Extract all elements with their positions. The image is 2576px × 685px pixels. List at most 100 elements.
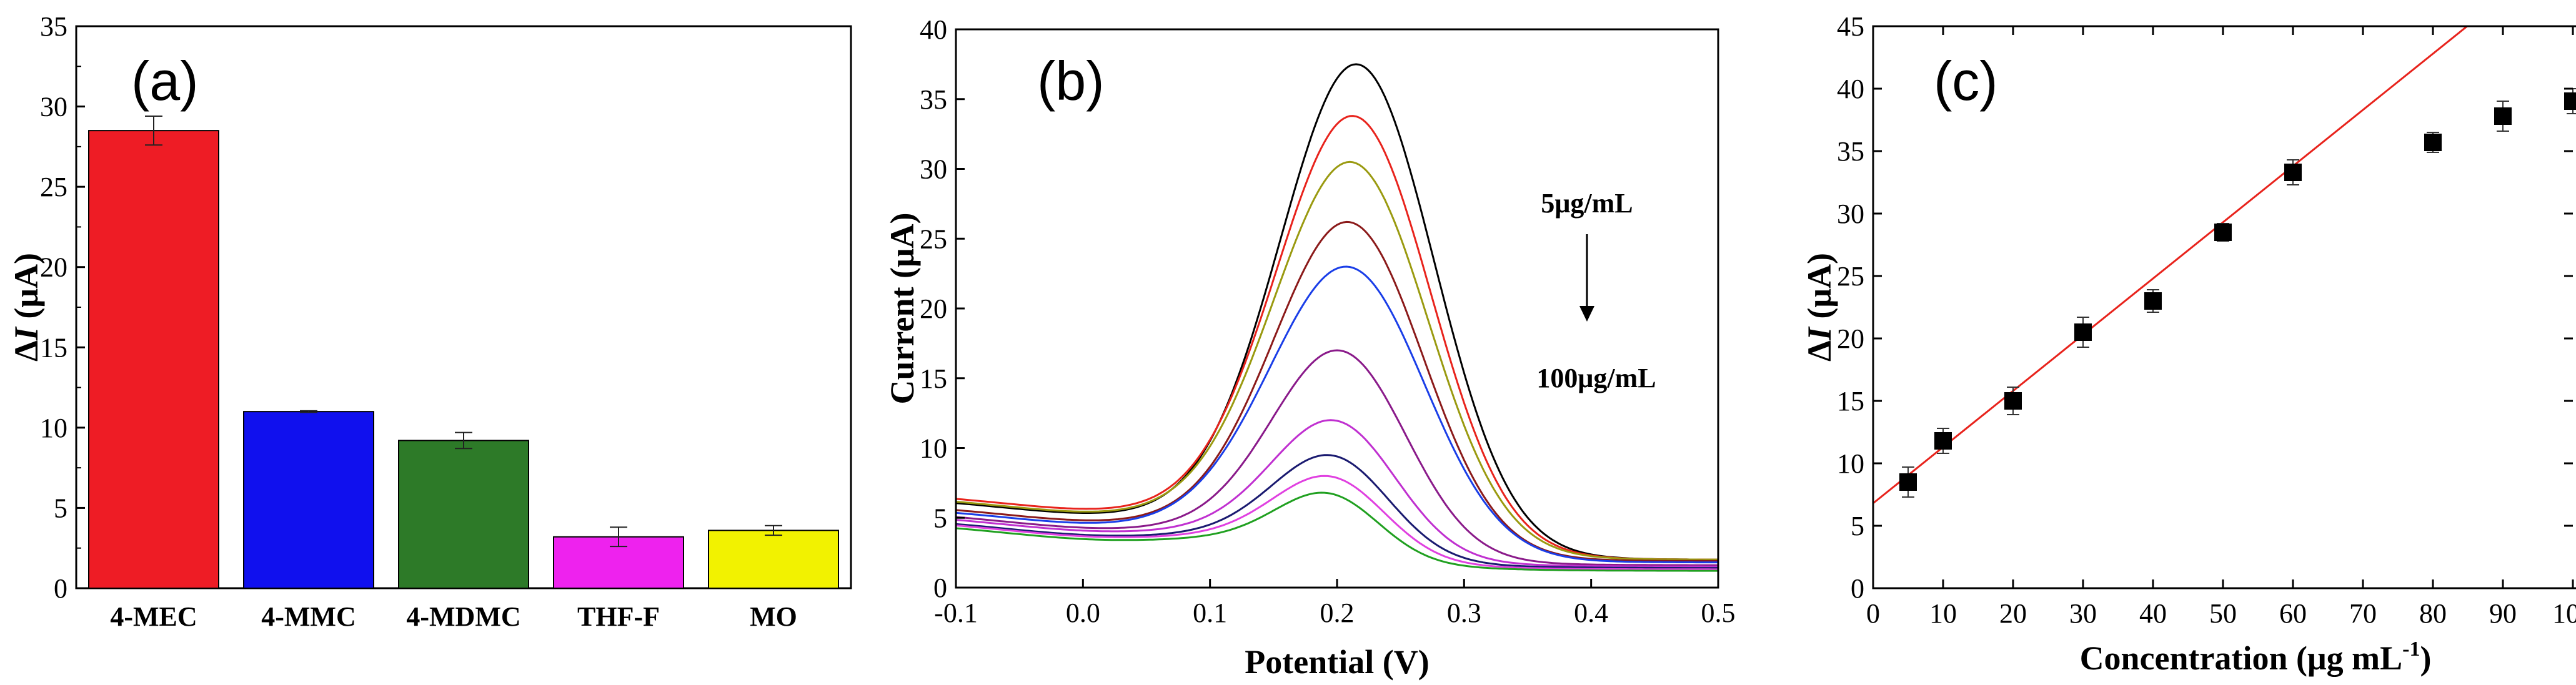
panel-b-label: (b) [1037,50,1105,112]
panel-a-category-labels: 4-MEC 4-MMC 4-MDMC THF-F MO [110,601,797,632]
dpv-curve-1 [956,63,1718,561]
panel-c-y-tick-label: 5 [1851,511,1864,541]
data-point-30 [2074,323,2092,341]
data-point-20 [2004,392,2022,410]
bar-4-mmc [243,411,374,589]
panel-a-y-tick-label: 10 [40,413,67,443]
panel-c-ticks: 0 5 10 15 20 25 30 35 40 45 0 10 20 30 40 50 60 70 80 90 100 [1837,11,2576,629]
concentration-arrow-head [1579,306,1594,322]
dpv-curve-10 [956,491,1718,572]
panel-c-y-tick-label: 20 [1837,323,1864,354]
panel-c-x-tick-label: 20 [1999,598,2027,629]
panel-b-y-tick-label: 35 [920,84,947,115]
panel-c-x-tick-label: 30 [2069,598,2097,629]
category-label-mo: MO [750,601,797,632]
panel-c-x-tick-label: 40 [2139,598,2167,629]
panel-c-fit-line [1873,26,2469,505]
panel-c-points [1899,88,2576,498]
panel-c-x-tick-label: 90 [2489,598,2517,629]
panel-c-y-tick-label: 0 [1851,573,1864,604]
panel-c-y-axis-label: ΔI (μA) [1801,253,1838,362]
bar-mo [708,530,839,589]
panel-b-y-tick-label: 30 [920,154,947,185]
panel-b-frame [955,28,1719,589]
panel-b-x-tick-label: 0.5 [1701,598,1736,628]
category-label-4-mec: 4-MEC [110,601,197,632]
panel-c-x-tick-label: 80 [2419,598,2447,629]
data-point-100 [2564,92,2576,110]
panel-c-x-tick-label: 50 [2209,598,2237,629]
dpv-curve-2 [956,115,1718,561]
panel-a-y-tick-label: 35 [40,11,67,42]
panel-c-frame [1872,25,2576,589]
panel-a-y-tick-label: 20 [40,252,67,283]
category-label-4-mmc: 4-MMC [261,601,356,632]
panel-b-y-tick-label: 25 [920,224,947,254]
panel-c-y-tick-label: 15 [1837,386,1864,416]
category-label-4-mdmc: 4-MDMC [406,601,520,632]
panel-b-x-tick-label: 0.4 [1574,598,1608,628]
data-point-80 [2424,134,2442,151]
linear-fit-line [1873,26,2469,505]
panel-c-x-axis-label: Concentration (μg mL-1) [2080,638,2432,677]
panel-c-x-tick-label: 60 [2279,598,2307,629]
category-label-thf-f: THF-F [577,601,660,632]
data-point-5 [1899,473,1917,491]
panel-a-bars [88,116,839,589]
panel-b-y-tick-label: 0 [933,573,947,603]
panel-b-x-tick-label: 0.0 [1066,598,1100,628]
data-point-90 [2494,107,2512,125]
panel-a-label: (a) [131,50,199,112]
data-point-40 [2144,292,2162,310]
panel-a-y-tick-label: 5 [54,493,67,523]
panel-a-y-tick-label: 0 [54,573,67,604]
panel-c-y-tick-label: 30 [1837,199,1864,229]
panel-b-y-tick-label: 10 [920,433,947,464]
dpv-curve-3 [956,160,1718,561]
concentration-end-label: 100μg/mL [1536,363,1656,393]
panel-c-label: (c) [1934,50,1998,112]
dpv-curve-7 [956,419,1718,568]
panel-a-bar-chart: 0 5 10 15 20 25 30 35 4-MEC 4-MMC 4-MDMC THF-F MO (… [7,11,852,632]
panel-b-x-tick-label: 0.2 [1320,598,1355,628]
panel-b-x-tick-label: 0.3 [1447,598,1481,628]
panel-a-y-tick-label: 15 [40,332,67,363]
panel-c-x-tick-label: 0 [1866,598,1880,629]
panel-b-x-tick-label: 0.1 [1193,598,1227,628]
panel-c-y-tick-label: 45 [1837,11,1864,42]
panel-c-x-tick-label: 10 [1929,598,1957,629]
panel-a-y-axis-label: ΔI (μA) [7,253,45,362]
panel-c-x-tick-label: 70 [2349,598,2377,629]
data-point-50 [2214,224,2232,241]
panel-c-x-tick-label: 100 [2552,598,2576,629]
panel-c-y-tick-label: 40 [1837,74,1864,104]
panel-c-y-tick-label: 10 [1837,448,1864,479]
bar-4-mec [88,130,219,589]
panel-a-y-ticks: 0 5 10 15 20 25 30 35 [40,11,85,604]
panel-b-ticks: 0 5 10 15 20 25 30 35 40 -0.1 0.0 0.1 0.2 0.3 0.4 0.5 [920,14,1736,628]
panel-b-y-tick-label: 15 [920,363,947,394]
panel-a-y-tick-label: 30 [40,92,67,122]
dpv-curve-4 [956,220,1718,562]
dpv-curve-9 [956,475,1718,571]
panel-b-y-tick-label: 40 [920,14,947,45]
panel-b-x-tick-label: -0.1 [934,598,978,628]
concentration-start-label: 5μg/mL [1541,188,1633,219]
panel-b-curves [956,63,1718,572]
panel-c-y-tick-label: 25 [1837,261,1864,292]
panel-c-scatter-chart: 0 5 10 15 20 25 30 35 40 45 0 10 20 30 40 50 60 70 80 90 100… [1801,11,2576,677]
panel-b-line-chart: 0 5 10 15 20 25 30 35 40 -0.1 0.0 0.1 0.2 0.3 0.4 0.5 (… [883,14,1736,681]
panel-b-y-tick-label: 5 [933,503,947,533]
data-point-10 [1934,432,1952,450]
dpv-curve-8 [956,454,1718,569]
data-point-60 [2284,164,2302,181]
panel-b-x-axis-label: Potential (V) [1245,643,1429,681]
panel-a-y-tick-label: 25 [40,172,67,202]
dpv-curve-5 [956,265,1718,564]
panel-b-y-axis-label: Current (μA) [883,212,921,404]
panel-c-y-tick-label: 35 [1837,136,1864,167]
panel-b-y-tick-label: 20 [920,293,947,324]
dpv-curve-6 [956,349,1718,566]
bar-4-mdmc [398,440,529,589]
